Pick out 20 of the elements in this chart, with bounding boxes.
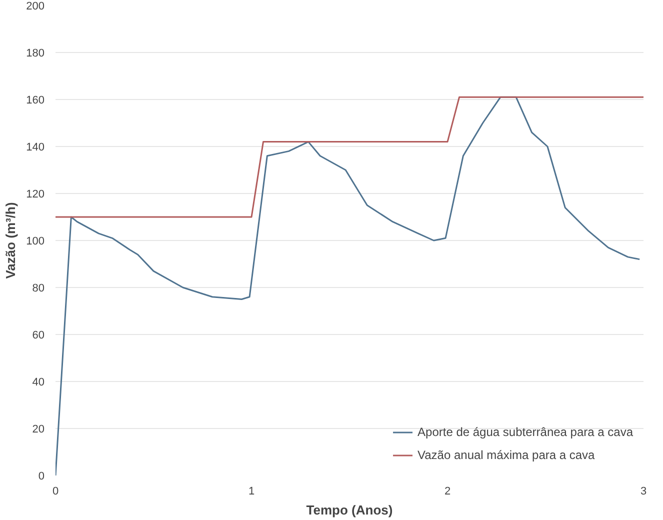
y-axis-title: Vazão (m³/h): [3, 202, 18, 279]
line-series: [56, 96, 640, 476]
x-axis-title: Tempo (Anos): [306, 502, 393, 518]
y-tick-label: 120: [26, 188, 45, 200]
y-tick-label: 100: [26, 236, 45, 248]
y-tick-label: 80: [32, 282, 45, 294]
x-tick-label: 3: [640, 486, 647, 498]
x-tick-label: 1: [248, 486, 255, 498]
y-tick-label: 140: [26, 142, 45, 154]
y-tick-label: 40: [32, 376, 45, 388]
y-tick-label: 180: [26, 48, 45, 60]
legend-label: Vazão anual máxima para a cava: [418, 448, 595, 462]
legend-label: Aporte de água subterrânea para a cava: [418, 425, 633, 439]
y-tick-label: 20: [32, 424, 45, 436]
x-tick-label: 0: [52, 486, 59, 498]
x-tick-label: 2: [444, 486, 451, 498]
y-tick-label: 0: [38, 470, 45, 482]
y-tick-label: 160: [26, 94, 45, 106]
y-tick-label: 200: [26, 0, 45, 12]
y-tick-label: 60: [32, 330, 45, 342]
